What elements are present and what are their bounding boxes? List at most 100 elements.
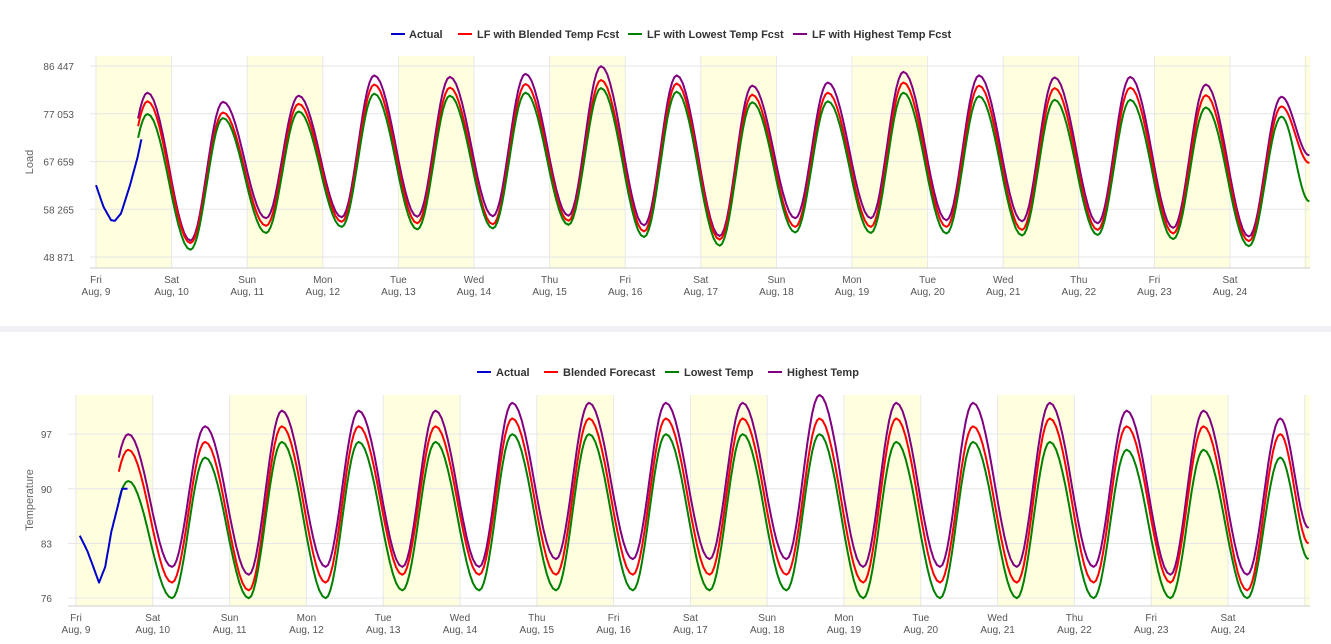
day-band — [1304, 395, 1310, 606]
x-tick-date: Aug, 18 — [759, 287, 794, 298]
x-tick-day: Fri — [70, 613, 82, 624]
legend-item-lf-highest[interactable]: LF with Highest Temp Fcst — [793, 29, 951, 41]
legend-label: LF with Lowest Temp Fcst — [647, 29, 784, 41]
temperature-legend: Actual Blended Forecast Lowest Temp High… — [477, 367, 859, 379]
x-tick-day: Tue — [912, 613, 929, 624]
x-tick-date: Aug, 11 — [213, 625, 247, 636]
legend-item-highest-temp[interactable]: Highest Temp — [768, 367, 859, 379]
x-tick-date: Aug, 16 — [596, 625, 631, 636]
x-tick-day: Thu — [541, 275, 558, 286]
y-tick-label: 86 447 — [43, 62, 74, 73]
x-tick-date: Aug, 19 — [827, 625, 862, 636]
x-tick-date: Aug, 10 — [136, 625, 171, 636]
x-tick-day: Sat — [145, 613, 160, 624]
legend-item-actual[interactable]: Actual — [477, 367, 530, 379]
y-tick-label: 83 — [41, 539, 53, 550]
x-tick-date: Aug, 23 — [1134, 625, 1169, 636]
legend-label: LF with Highest Temp Fcst — [812, 29, 951, 41]
x-tick-day: Sun — [768, 275, 786, 286]
legend-label: Actual — [409, 29, 443, 41]
x-tick-day: Thu — [1070, 275, 1087, 286]
x-tick-day: Fri — [619, 275, 631, 286]
x-tick-day: Mon — [842, 275, 861, 286]
x-tick-date: Aug, 9 — [62, 625, 91, 636]
x-tick-day: Sat — [1222, 275, 1237, 286]
day-band — [690, 395, 768, 606]
day-band — [536, 395, 614, 606]
legend-item-lf-lowest[interactable]: LF with Lowest Temp Fcst — [628, 29, 784, 41]
x-tick-date: Aug, 15 — [532, 287, 567, 298]
x-tick-day: Sun — [221, 613, 239, 624]
series-line-actual — [78, 487, 128, 584]
x-tick-date: Aug, 20 — [910, 287, 945, 298]
x-tick-day: Sat — [683, 613, 698, 624]
legend-label: Blended Forecast — [563, 367, 656, 379]
x-tick-day: Thu — [528, 613, 545, 624]
series-line-actual — [95, 139, 143, 222]
x-tick-day: Tue — [919, 275, 936, 286]
series-line-lf-with-lowest-temp-fcst — [137, 87, 1310, 251]
x-tick-date: Aug, 24 — [1211, 625, 1246, 636]
y-tick-label: 90 — [41, 485, 53, 496]
legend-item-lowest-temp[interactable]: Lowest Temp — [665, 367, 754, 379]
series-line-highest-temp — [117, 394, 1310, 576]
x-tick-day: Wed — [450, 613, 470, 624]
x-tick-day: Tue — [390, 275, 407, 286]
x-tick-date: Aug, 24 — [1213, 287, 1248, 298]
x-tick-date: Aug, 15 — [520, 625, 555, 636]
x-tick-day: Mon — [313, 275, 332, 286]
x-tick-date: Aug, 18 — [750, 625, 785, 636]
load-y-axis-title: Load — [24, 150, 36, 174]
x-tick-date: Aug, 20 — [904, 625, 939, 636]
x-tick-day: Tue — [375, 613, 392, 624]
x-tick-date: Aug, 14 — [457, 287, 492, 298]
x-tick-date: Aug, 13 — [366, 625, 401, 636]
x-tick-day: Sun — [238, 275, 256, 286]
legend-label: Lowest Temp — [684, 367, 754, 379]
x-tick-date: Aug, 10 — [154, 287, 189, 298]
x-tick-day: Mon — [297, 613, 316, 624]
series-line-blended-forecast — [117, 417, 1310, 592]
load-legend: Actual LF with Blended Temp Fcst LF with… — [391, 29, 951, 41]
x-tick-date: Aug, 23 — [1137, 287, 1172, 298]
temperature-y-axis-title: Temperature — [24, 469, 36, 531]
y-tick-label: 48 871 — [43, 253, 74, 264]
x-tick-date: Aug, 22 — [1057, 625, 1092, 636]
x-tick-day: Wed — [993, 275, 1013, 286]
x-tick-date: Aug, 11 — [230, 287, 264, 298]
series-line-lowest-temp — [117, 433, 1310, 600]
x-tick-day: Sat — [1220, 613, 1235, 624]
x-tick-day: Fri — [1145, 613, 1157, 624]
x-tick-date: Aug, 9 — [82, 287, 111, 298]
x-tick-day: Fri — [1149, 275, 1161, 286]
x-tick-date: Aug, 22 — [1062, 287, 1097, 298]
x-tick-day: Sat — [164, 275, 179, 286]
x-tick-day: Sat — [693, 275, 708, 286]
x-tick-day: Fri — [608, 613, 620, 624]
legend-item-blended-forecast[interactable]: Blended Forecast — [544, 367, 656, 379]
panel-divider — [0, 326, 1331, 332]
load-chart: Actual LF with Blended Temp Fcst LF with… — [24, 29, 1310, 298]
temperature-chart: Actual Blended Forecast Lowest Temp High… — [24, 367, 1310, 636]
x-tick-day: Thu — [1066, 613, 1083, 624]
x-tick-date: Aug, 12 — [306, 287, 341, 298]
x-tick-date: Aug, 19 — [835, 287, 870, 298]
x-tick-date: Aug, 13 — [381, 287, 416, 298]
x-tick-date: Aug, 17 — [673, 625, 708, 636]
x-tick-day: Fri — [90, 275, 102, 286]
y-tick-label: 58 265 — [43, 205, 74, 216]
y-tick-label: 76 — [41, 594, 53, 605]
x-tick-date: Aug, 14 — [443, 625, 478, 636]
x-tick-day: Mon — [834, 613, 853, 624]
x-tick-date: Aug, 21 — [980, 625, 1015, 636]
legend-item-lf-blended[interactable]: LF with Blended Temp Fcst — [458, 29, 620, 41]
legend-label: LF with Blended Temp Fcst — [477, 29, 620, 41]
legend-item-actual[interactable]: Actual — [391, 29, 443, 41]
x-tick-day: Wed — [464, 275, 484, 286]
x-tick-day: Wed — [987, 613, 1007, 624]
x-tick-date: Aug, 16 — [608, 287, 643, 298]
